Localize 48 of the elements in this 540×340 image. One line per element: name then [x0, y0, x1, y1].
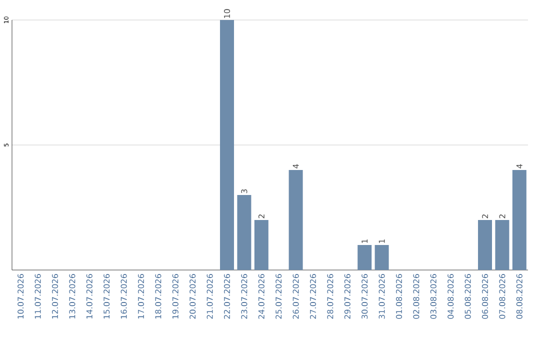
x-tick-label: 27.07.2026 [310, 274, 316, 319]
x-tick-label: 03.08.2026 [430, 274, 436, 319]
x-tick-label: 14.07.2026 [86, 274, 92, 318]
x-tick-label: 05.08.2026 [464, 274, 471, 319]
bar [220, 20, 234, 270]
x-tick-label: 04.08.2026 [448, 274, 454, 319]
bar [237, 195, 252, 270]
data-label: 4 [516, 164, 522, 168]
x-tick-label: 23.07.2026 [241, 274, 248, 319]
x-tick-label: 24.07.2026 [258, 274, 264, 319]
x-tick-label: 06.08.2026 [482, 274, 488, 319]
data-label: 2 [258, 214, 264, 218]
x-tick-label: 17.07.2026 [138, 274, 144, 318]
bar [254, 220, 268, 270]
x-tick-label: 07.08.2026 [499, 274, 506, 319]
bar [358, 245, 372, 270]
x-tick-label: 29.07.2026 [344, 274, 350, 319]
x-tick-label: 30.07.2026 [362, 274, 368, 319]
x-tick-label: 26.07.2026 [292, 274, 299, 319]
x-tick-label: 20.07.2026 [190, 274, 196, 319]
x-tick-label: 18.07.2026 [155, 274, 162, 318]
x-tick-label: 02.08.2026 [413, 274, 420, 319]
x-tick-label: 28.07.2026 [327, 274, 334, 319]
data-label: 2 [482, 214, 488, 218]
x-tick-label: 15.07.2026 [104, 274, 110, 318]
x-tick-label: 22.07.2026 [224, 274, 230, 319]
data-label: 1 [362, 239, 368, 243]
data-label: 4 [292, 164, 299, 168]
bar [478, 220, 492, 270]
x-tick-label: 10.07.2026 [18, 274, 24, 318]
data-label: 2 [499, 214, 506, 218]
x-tick-label: 11.07.2026 [34, 274, 41, 318]
bar [495, 220, 510, 270]
bar [288, 170, 303, 270]
x-tick-label: 13.07.2026 [69, 274, 76, 318]
bar [374, 245, 389, 270]
x-tick-label: 16.07.2026 [120, 274, 127, 318]
x-tick-label: 19.07.2026 [172, 274, 178, 318]
x-tick-label: 08.08.2026 [516, 274, 522, 319]
x-tick-label: 21.07.2026 [206, 274, 213, 319]
data-label: 10 [224, 9, 230, 18]
x-tick-label: 31.07.2026 [378, 274, 385, 319]
x-tick-label: 25.07.2026 [276, 274, 282, 319]
x-tick-label: 01.08.2026 [396, 274, 402, 319]
data-label: 1 [378, 239, 385, 243]
x-tick-label: 12.07.2026 [52, 274, 58, 318]
bar [512, 170, 526, 270]
data-label: 3 [241, 189, 248, 194]
